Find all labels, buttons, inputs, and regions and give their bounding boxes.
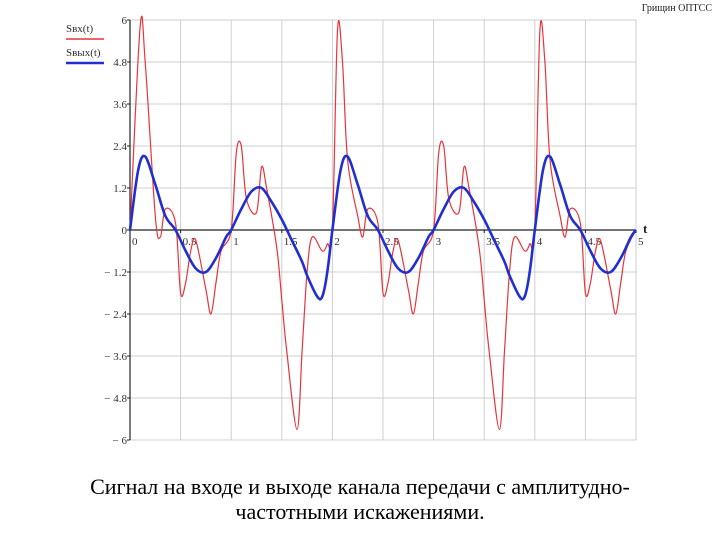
x-tick-label: 3 (436, 236, 442, 248)
y-tick-label: 2.4 (113, 141, 127, 153)
y-tick-label: 3.6 (113, 99, 127, 111)
chart-axes (127, 19, 637, 441)
x-tick-label: 2 (334, 236, 340, 248)
x-axis-label: t (643, 221, 648, 236)
signal-chart: 64.83.62.41.20− 1.2− 2.4− 3.6− 4.8− 60 0.… (66, 15, 648, 447)
series-lines (128, 15, 638, 431)
x-tick-label: 4 (537, 236, 543, 248)
y-tick-label: − 4.8 (104, 393, 127, 405)
y-tick-label: 6 (122, 15, 128, 27)
author-header: Грищин ОПТСС (641, 3, 712, 14)
legend-label-2: Sвых(t) (66, 47, 101, 59)
tick-labels: 64.83.62.41.20− 1.2− 2.4− 3.6− 4.8− 60 0.… (104, 15, 644, 447)
chart-legend: Sвх(t) Sвых(t) (66, 23, 104, 65)
caption-line-2: частотными искажениями. (235, 499, 485, 524)
x-tick-label: 5 (638, 236, 644, 248)
chart-grid (129, 19, 637, 441)
caption-line-1: Сигнал на входе и выходе канала передачи… (90, 474, 630, 499)
y-tick-label: 1.2 (113, 183, 127, 195)
legend-label-1: Sвх(t) (66, 23, 94, 35)
series-line-1 (129, 15, 637, 431)
slide-caption: Сигнал на входе и выходе канала передачи… (40, 474, 680, 524)
y-tick-label: 0 (122, 225, 128, 237)
y-tick-label: − 6 (113, 435, 128, 447)
y-tick-label: − 3.6 (104, 351, 127, 363)
y-tick-label: − 2.4 (104, 309, 127, 321)
series-line-2 (128, 154, 638, 301)
x-tick-label: 0 (132, 236, 138, 248)
y-tick-label: − 1.2 (104, 267, 127, 279)
x-tick-label: 1 (233, 236, 239, 248)
y-tick-label: 4.8 (113, 57, 127, 69)
